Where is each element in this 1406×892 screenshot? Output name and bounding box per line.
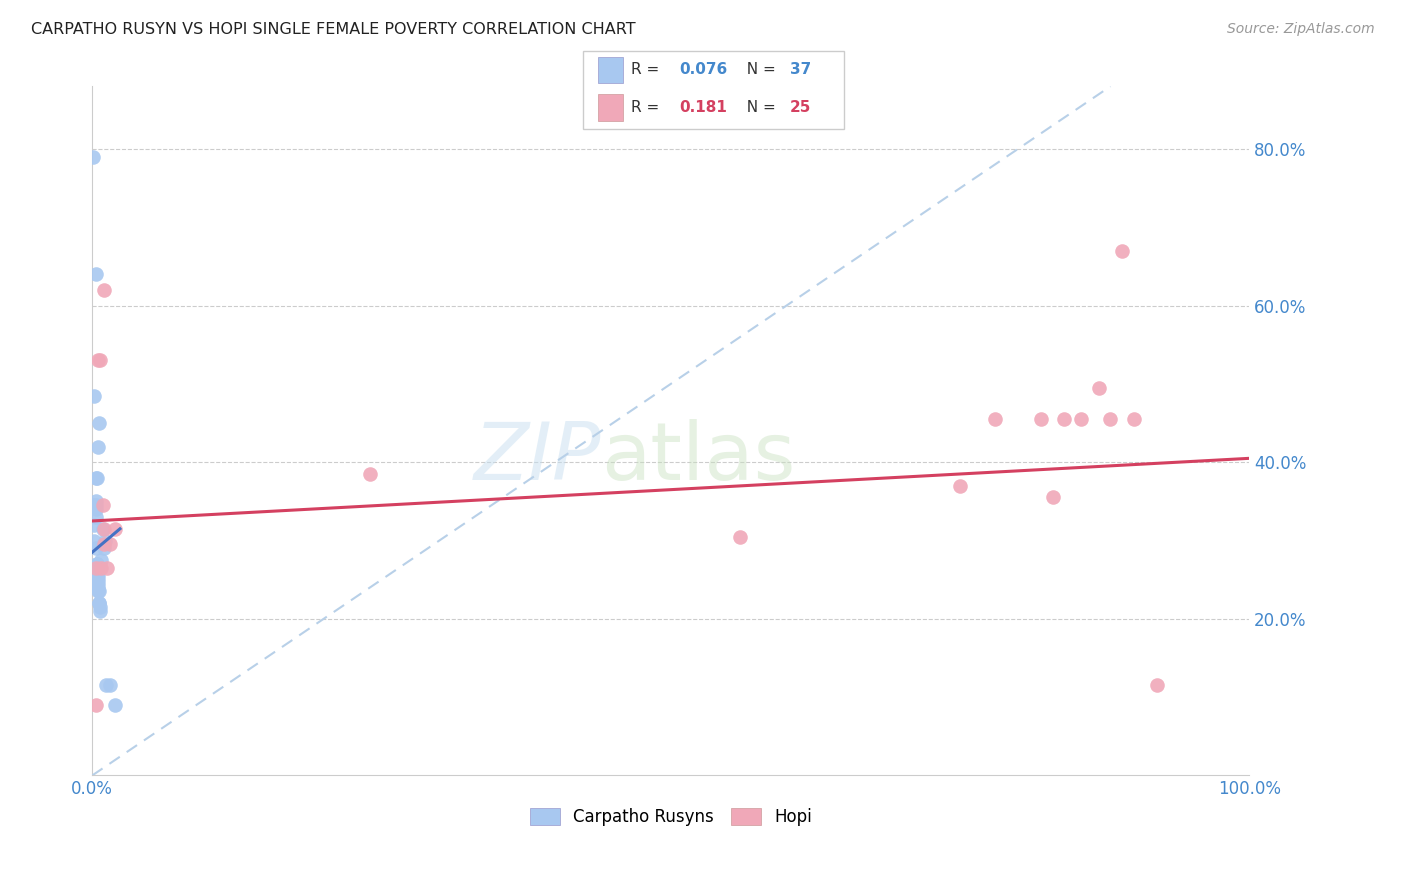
Point: [104, 698, 127, 712]
Text: R =: R =: [631, 100, 669, 115]
Point: [87, 576, 110, 591]
Point: [728, 530, 751, 544]
Point: [93, 522, 115, 536]
Text: atlas: atlas: [602, 419, 796, 498]
Point: [1122, 412, 1144, 426]
Point: [83, 517, 105, 532]
Text: 0.076: 0.076: [679, 62, 727, 78]
Point: [86, 557, 108, 571]
Point: [89, 600, 111, 615]
Point: [84, 268, 107, 282]
Text: N =: N =: [737, 62, 780, 78]
Text: 25: 25: [790, 100, 811, 115]
Point: [84, 494, 107, 508]
Point: [84, 561, 107, 575]
Point: [1042, 491, 1064, 505]
Point: [86, 561, 108, 575]
Point: [87, 440, 110, 454]
Point: [94, 533, 117, 548]
Point: [93, 537, 115, 551]
Point: [104, 522, 127, 536]
Point: [98, 537, 121, 551]
Point: [84, 502, 107, 516]
Point: [87, 584, 110, 599]
Point: [1053, 412, 1076, 426]
Point: [1029, 412, 1052, 426]
Point: [98, 678, 121, 692]
Text: 37: 37: [790, 62, 811, 78]
Point: [1099, 412, 1122, 426]
Text: 0.181: 0.181: [679, 100, 727, 115]
Text: ZIP: ZIP: [474, 419, 602, 498]
Point: [1088, 381, 1111, 395]
Point: [89, 604, 111, 618]
Point: [89, 353, 111, 368]
Text: Source: ZipAtlas.com: Source: ZipAtlas.com: [1227, 22, 1375, 37]
Point: [1070, 412, 1092, 426]
Text: R =: R =: [631, 62, 665, 78]
Point: [83, 389, 105, 403]
Point: [983, 412, 1005, 426]
Point: [86, 565, 108, 579]
Point: [1146, 678, 1168, 692]
Point: [87, 584, 110, 599]
Point: [84, 541, 107, 556]
Point: [1111, 244, 1133, 258]
Point: [949, 479, 972, 493]
Point: [83, 498, 105, 512]
Point: [84, 498, 107, 512]
Text: N =: N =: [737, 100, 780, 115]
Point: [87, 573, 110, 587]
Point: [87, 569, 110, 583]
Point: [87, 596, 110, 610]
Point: [359, 467, 381, 481]
Point: [91, 498, 114, 512]
Point: [84, 510, 107, 524]
Point: [94, 678, 117, 692]
Point: [86, 471, 108, 485]
Point: [87, 596, 110, 610]
Point: [93, 541, 115, 556]
Point: [83, 533, 105, 548]
Point: [90, 561, 112, 575]
Point: [84, 698, 107, 712]
Point: [86, 569, 108, 583]
Point: [87, 353, 110, 368]
Point: [91, 522, 114, 536]
Point: [93, 283, 115, 297]
Text: CARPATHO RUSYN VS HOPI SINGLE FEMALE POVERTY CORRELATION CHART: CARPATHO RUSYN VS HOPI SINGLE FEMALE POV…: [31, 22, 636, 37]
Point: [84, 471, 107, 485]
Point: [87, 581, 110, 595]
Legend: Carpatho Rusyns, Hopi: Carpatho Rusyns, Hopi: [523, 801, 818, 832]
Point: [96, 561, 118, 575]
Point: [87, 416, 110, 430]
Point: [90, 553, 112, 567]
Point: [86, 557, 108, 571]
Point: [82, 150, 104, 164]
